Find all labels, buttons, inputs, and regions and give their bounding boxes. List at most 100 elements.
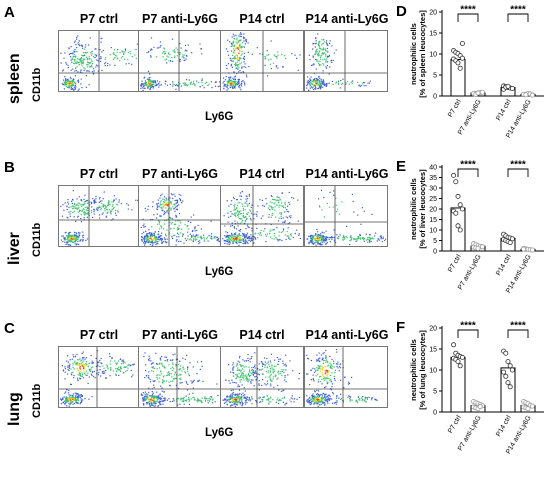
event-dot bbox=[81, 87, 83, 89]
event-dot bbox=[66, 216, 68, 218]
event-dot bbox=[80, 199, 82, 201]
event-dot bbox=[242, 373, 244, 375]
event-dot bbox=[174, 234, 176, 236]
event-dot bbox=[198, 380, 200, 382]
event-dot bbox=[97, 361, 99, 363]
event-dot bbox=[229, 57, 231, 59]
event-dot bbox=[95, 64, 98, 66]
event-dot bbox=[239, 33, 241, 35]
event-dot bbox=[82, 351, 84, 353]
event-dot bbox=[188, 374, 190, 377]
event-dot bbox=[150, 82, 152, 85]
event-dot bbox=[192, 381, 194, 383]
event-dot bbox=[141, 236, 143, 238]
event-dot bbox=[84, 398, 86, 400]
event-dot bbox=[238, 397, 240, 399]
event-dot bbox=[333, 229, 335, 231]
event-dot bbox=[85, 86, 87, 88]
event-dot bbox=[63, 396, 65, 398]
event-dot bbox=[97, 365, 99, 367]
event-dot bbox=[204, 82, 206, 84]
event-dot bbox=[307, 373, 309, 375]
event-dot bbox=[288, 237, 290, 239]
event-dot bbox=[242, 365, 244, 367]
event-dot bbox=[228, 242, 230, 244]
event-dot bbox=[76, 353, 78, 355]
event-dot bbox=[72, 354, 74, 356]
event-dot bbox=[148, 375, 150, 377]
event-dot bbox=[73, 235, 75, 237]
event-dot bbox=[318, 82, 320, 84]
event-dot bbox=[384, 239, 386, 242]
event-dot bbox=[101, 213, 103, 215]
event-dot bbox=[68, 236, 70, 239]
event-dot bbox=[278, 360, 280, 362]
event-dot bbox=[234, 402, 236, 404]
event-dot bbox=[312, 395, 314, 397]
event-dot bbox=[217, 394, 219, 396]
event-dot bbox=[156, 368, 158, 370]
event-dot bbox=[79, 370, 81, 373]
event-dot bbox=[164, 199, 166, 201]
event-dot bbox=[162, 203, 164, 205]
event-dot bbox=[91, 206, 93, 208]
event-dot bbox=[147, 396, 149, 398]
event-dot bbox=[85, 239, 87, 241]
event-dot bbox=[279, 212, 281, 214]
event-dot bbox=[66, 389, 68, 391]
event-dot bbox=[223, 402, 226, 404]
event-dot bbox=[267, 399, 269, 401]
event-dot bbox=[244, 216, 247, 218]
event-dot bbox=[251, 398, 253, 400]
event-dot bbox=[187, 383, 189, 385]
event-dot bbox=[250, 381, 252, 383]
event-dot bbox=[181, 370, 183, 372]
event-dot bbox=[160, 370, 162, 372]
column-title: P14 anti-Ly6G bbox=[305, 12, 389, 26]
event-dot bbox=[79, 373, 82, 375]
event-dot bbox=[242, 209, 244, 211]
event-dot bbox=[70, 46, 72, 48]
event-dot bbox=[365, 233, 367, 235]
event-dot bbox=[331, 238, 333, 240]
event-dot bbox=[202, 380, 204, 383]
event-dot bbox=[233, 57, 236, 59]
event-dot bbox=[160, 225, 162, 227]
event-dot bbox=[251, 227, 253, 229]
event-dot bbox=[178, 374, 180, 377]
event-dot bbox=[231, 397, 233, 399]
event-dot bbox=[245, 228, 247, 230]
event-dot bbox=[113, 200, 115, 202]
event-dot bbox=[238, 393, 240, 396]
event-dot bbox=[203, 234, 205, 236]
event-dot bbox=[148, 236, 150, 239]
event-dot bbox=[236, 83, 239, 86]
event-dot bbox=[239, 222, 241, 224]
event-dot bbox=[217, 85, 219, 88]
event-dot bbox=[246, 203, 248, 205]
event-dot bbox=[173, 51, 175, 53]
event-dot bbox=[241, 205, 244, 207]
event-dot bbox=[172, 197, 174, 199]
event-dot bbox=[374, 235, 376, 237]
event-dot bbox=[193, 239, 195, 241]
event-dot bbox=[95, 198, 97, 200]
event-dot bbox=[187, 370, 189, 372]
event-dot bbox=[115, 214, 117, 216]
event-dot bbox=[367, 82, 369, 84]
event-dot bbox=[362, 83, 364, 85]
flow-density-plot bbox=[138, 185, 222, 247]
event-dot bbox=[151, 239, 153, 241]
event-dot bbox=[227, 221, 229, 223]
event-dot bbox=[317, 33, 319, 35]
event-dot bbox=[132, 374, 134, 376]
event-dot bbox=[318, 83, 320, 85]
event-dot bbox=[110, 213, 112, 215]
event-dot bbox=[170, 381, 172, 383]
event-dot bbox=[313, 63, 315, 65]
event-dot bbox=[283, 206, 285, 209]
event-dot bbox=[224, 240, 226, 242]
event-dot bbox=[71, 394, 73, 396]
event-dot bbox=[229, 398, 231, 400]
event-dot bbox=[112, 218, 114, 220]
